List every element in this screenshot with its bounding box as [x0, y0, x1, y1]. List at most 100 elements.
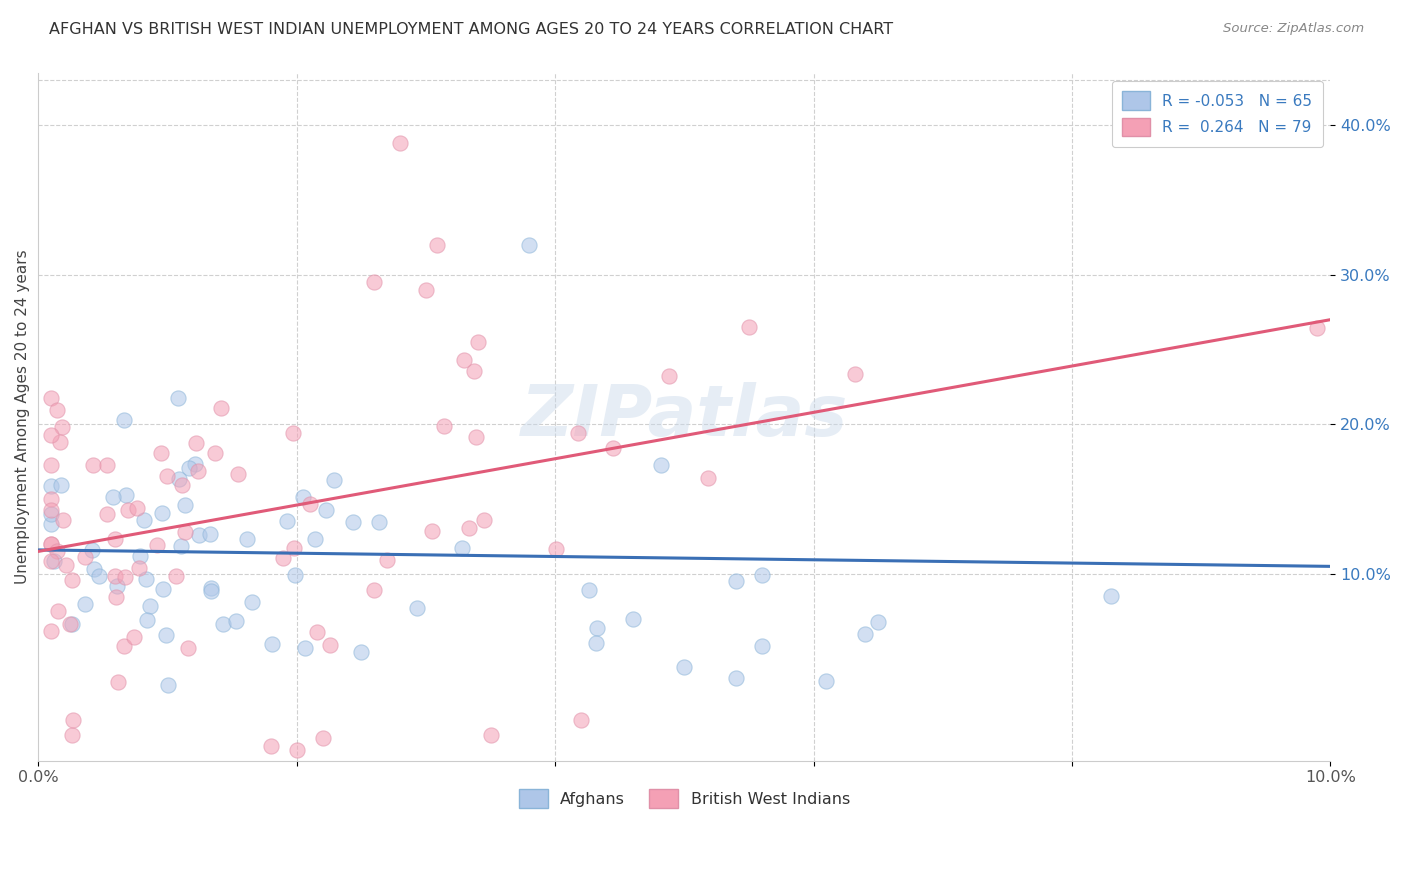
Point: [426, 237, 449, 252]
Point: [150, 445, 173, 459]
Point: [135, 572, 157, 586]
Point: [422, 524, 444, 539]
Point: [285, 743, 308, 757]
Point: [46, 543, 69, 558]
Point: [174, 498, 197, 512]
Point: [62, 713, 84, 727]
Point: [112, 640, 135, 654]
Point: [472, 513, 495, 527]
Point: [225, 614, 247, 628]
Point: [751, 639, 773, 653]
Point: [39, 537, 62, 551]
Point: [165, 569, 187, 583]
Point: [311, 731, 333, 746]
Point: [186, 435, 208, 450]
Point: [458, 521, 481, 535]
Point: [45, 403, 67, 417]
Point: [1099, 589, 1122, 603]
Point: [39, 427, 62, 442]
Point: [125, 501, 148, 516]
Point: [103, 490, 125, 504]
Legend: Afghans, British West Indians: Afghans, British West Indians: [512, 782, 856, 814]
Point: [46, 603, 69, 617]
Point: [291, 490, 314, 504]
Point: [319, 638, 342, 652]
Point: [114, 570, 136, 584]
Point: [751, 568, 773, 582]
Text: ZIPatlas: ZIPatlas: [520, 383, 848, 451]
Point: [350, 645, 373, 659]
Point: [112, 412, 135, 426]
Point: [170, 539, 193, 553]
Point: [200, 584, 222, 599]
Point: [60, 616, 83, 631]
Point: [184, 457, 207, 471]
Point: [39, 478, 62, 492]
Point: [59, 617, 82, 632]
Point: [82, 458, 104, 472]
Point: [868, 615, 890, 629]
Point: [304, 532, 326, 546]
Point: [155, 628, 177, 642]
Point: [284, 567, 307, 582]
Point: [1306, 320, 1329, 334]
Point: [39, 503, 62, 517]
Point: [200, 527, 222, 541]
Point: [179, 461, 201, 475]
Text: AFGHAN VS BRITISH WEST INDIAN UNEMPLOYMENT AMONG AGES 20 TO 24 YEARS CORRELATION: AFGHAN VS BRITISH WEST INDIAN UNEMPLOYME…: [49, 22, 893, 37]
Point: [134, 512, 156, 526]
Point: [52, 513, 75, 527]
Point: [39, 516, 62, 531]
Point: [187, 464, 209, 478]
Point: [236, 532, 259, 546]
Point: [75, 550, 97, 565]
Point: [415, 283, 437, 297]
Point: [844, 367, 866, 381]
Point: [322, 474, 344, 488]
Point: [173, 525, 195, 540]
Point: [107, 675, 129, 690]
Y-axis label: Unemployment Among Ages 20 to 24 years: Unemployment Among Ages 20 to 24 years: [15, 250, 30, 584]
Point: [104, 532, 127, 546]
Point: [39, 624, 62, 638]
Point: [697, 471, 720, 485]
Point: [152, 582, 174, 597]
Point: [212, 617, 235, 632]
Point: [122, 630, 145, 644]
Point: [49, 478, 72, 492]
Point: [578, 583, 600, 598]
Point: [39, 391, 62, 405]
Point: [479, 728, 502, 742]
Point: [128, 549, 150, 564]
Point: [585, 636, 607, 650]
Point: [60, 728, 83, 742]
Point: [815, 674, 838, 689]
Point: [602, 441, 624, 455]
Point: [177, 640, 200, 655]
Point: [389, 136, 412, 151]
Point: [569, 714, 592, 728]
Point: [375, 553, 398, 567]
Point: [276, 515, 298, 529]
Point: [262, 637, 284, 651]
Point: [281, 425, 304, 440]
Point: [621, 612, 644, 626]
Point: [200, 581, 222, 595]
Point: [567, 426, 589, 441]
Point: [298, 497, 321, 511]
Point: [83, 562, 105, 576]
Point: [517, 238, 540, 252]
Point: [44, 554, 66, 568]
Point: [307, 624, 329, 639]
Point: [738, 320, 761, 334]
Point: [39, 507, 62, 521]
Point: [546, 542, 568, 557]
Point: [139, 599, 162, 613]
Point: [146, 538, 169, 552]
Point: [96, 507, 118, 521]
Point: [39, 458, 62, 472]
Point: [188, 528, 211, 542]
Point: [89, 568, 111, 582]
Point: [725, 672, 748, 686]
Point: [128, 561, 150, 575]
